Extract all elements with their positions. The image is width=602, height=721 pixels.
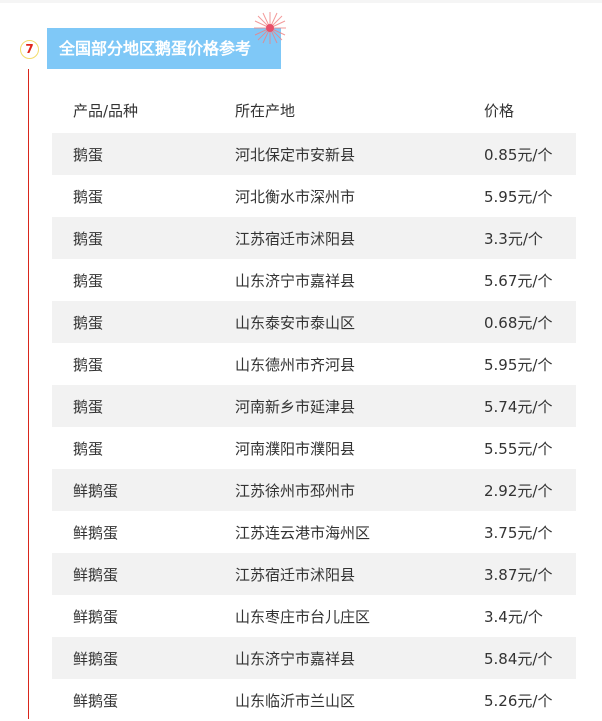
- table-row: 鹅蛋 山东济宁市嘉祥县 5.67元/个: [52, 259, 576, 301]
- table-row: 鲜鹅蛋 山东临沂市兰山区 5.26元/个: [52, 679, 576, 721]
- cell-product: 鹅蛋: [73, 439, 104, 458]
- table-row: 鲜鹅蛋 江苏连云港市海州区 3.75元/个: [52, 511, 576, 553]
- cell-price: 0.68元/个: [484, 301, 576, 343]
- cell-product: 鲜鹅蛋: [52, 469, 235, 511]
- cell-origin: 山东泰安市泰山区: [235, 301, 484, 343]
- cell-price: 5.84元/个: [484, 637, 576, 679]
- cell-product: 鲜鹅蛋: [52, 637, 235, 679]
- top-divider: [0, 0, 602, 3]
- cell-price: 3.3元/个: [484, 217, 576, 259]
- cell-price: 3.87元/个: [484, 553, 576, 595]
- table-row: 鹅蛋 山东德州市齐河县 5.95元/个: [52, 343, 576, 385]
- cell-price: 5.74元/个: [484, 385, 576, 427]
- cell-product: 鲜鹅蛋: [73, 607, 119, 626]
- cell-origin: 山东德州市齐河县: [235, 355, 356, 374]
- cell-origin: 山东济宁市嘉祥县: [235, 637, 484, 679]
- table-header-row: 产品/品种 所在产地 价格: [52, 88, 576, 133]
- table-row: 鲜鹅蛋 山东枣庄市台儿庄区 3.4元/个: [52, 595, 576, 637]
- section-title: 全国部分地区鹅蛋价格参考: [47, 28, 281, 69]
- cell-origin: 河南濮阳市濮阳县: [235, 439, 356, 458]
- cell-origin: 江苏宿迁市沭阳县: [235, 217, 484, 259]
- cell-product: 鲜鹅蛋: [52, 553, 235, 595]
- cell-origin: 江苏宿迁市沭阳县: [235, 553, 484, 595]
- cell-origin: 江苏徐州市邳州市: [235, 469, 484, 511]
- cell-price: 5.67元/个: [484, 271, 553, 290]
- cell-product: 鹅蛋: [52, 301, 235, 343]
- table-row: 鲜鹅蛋 山东济宁市嘉祥县 5.84元/个: [52, 637, 576, 679]
- table-row: 鹅蛋 山东泰安市泰山区 0.68元/个: [52, 301, 576, 343]
- cell-product: 鹅蛋: [73, 355, 104, 374]
- cell-price: 5.55元/个: [484, 439, 553, 458]
- table-row: 鹅蛋 河南新乡市延津县 5.74元/个: [52, 385, 576, 427]
- cell-product: 鹅蛋: [73, 187, 104, 206]
- cell-price: 3.75元/个: [484, 523, 553, 542]
- cell-origin: 河北保定市安新县: [235, 133, 484, 175]
- cell-product: 鹅蛋: [73, 271, 104, 290]
- table-row: 鹅蛋 河南濮阳市濮阳县 5.55元/个: [52, 427, 576, 469]
- header-price: 价格: [484, 102, 515, 120]
- cell-price: 5.95元/个: [484, 187, 553, 206]
- cell-price: 2.92元/个: [484, 469, 576, 511]
- table-row: 鹅蛋 江苏宿迁市沭阳县 3.3元/个: [52, 217, 576, 259]
- table-row: 鲜鹅蛋 江苏徐州市邳州市 2.92元/个: [52, 469, 576, 511]
- cell-product: 鹅蛋: [52, 133, 235, 175]
- section-number-badge: 7: [20, 40, 39, 59]
- cell-product: 鲜鹅蛋: [73, 691, 119, 710]
- table-row: 鹅蛋 河北保定市安新县 0.85元/个: [52, 133, 576, 175]
- header-product: 产品/品种: [73, 102, 139, 120]
- cell-origin: 山东枣庄市台儿庄区: [235, 607, 371, 626]
- price-table: 产品/品种 所在产地 价格 鹅蛋 河北保定市安新县 0.85元/个 鹅蛋 河北衡水市深州…: [52, 88, 576, 721]
- cell-price: 0.85元/个: [484, 133, 576, 175]
- cell-origin: 山东临沂市兰山区: [235, 691, 356, 710]
- header-origin: 所在产地: [235, 102, 296, 120]
- table-row: 鹅蛋 河北衡水市深州市 5.95元/个: [52, 175, 576, 217]
- cell-origin: 江苏连云港市海州区: [235, 523, 371, 542]
- cell-product: 鲜鹅蛋: [73, 523, 119, 542]
- cell-price: 5.95元/个: [484, 355, 553, 374]
- cell-product: 鹅蛋: [52, 217, 235, 259]
- table-row: 鲜鹅蛋 江苏宿迁市沭阳县 3.87元/个: [52, 553, 576, 595]
- timeline-line: [28, 69, 29, 719]
- cell-price: 5.26元/个: [484, 691, 553, 710]
- cell-origin: 山东济宁市嘉祥县: [235, 271, 356, 290]
- cell-price: 3.4元/个: [484, 607, 543, 626]
- cell-product: 鹅蛋: [52, 385, 235, 427]
- firework-icon: [254, 12, 286, 44]
- cell-origin: 河南新乡市延津县: [235, 385, 484, 427]
- cell-origin: 河北衡水市深州市: [235, 187, 356, 206]
